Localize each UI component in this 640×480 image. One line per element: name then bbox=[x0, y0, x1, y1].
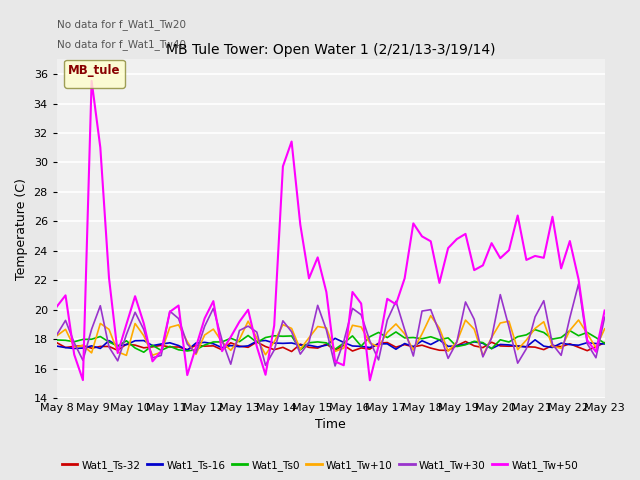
Text: No data for f_Wat1_Tw20: No data for f_Wat1_Tw20 bbox=[57, 19, 186, 30]
Y-axis label: Temperature (C): Temperature (C) bbox=[15, 178, 28, 280]
Text: No data for f_Wat1_Tw40: No data for f_Wat1_Tw40 bbox=[57, 39, 186, 50]
Title: MB Tule Tower: Open Water 1 (2/21/13-3/19/14): MB Tule Tower: Open Water 1 (2/21/13-3/1… bbox=[166, 43, 495, 57]
X-axis label: Time: Time bbox=[316, 419, 346, 432]
Legend: Wat1_Ts-32, Wat1_Ts-16, Wat1_Ts0, Wat1_Tw+10, Wat1_Tw+30, Wat1_Tw+50: Wat1_Ts-32, Wat1_Ts-16, Wat1_Ts0, Wat1_T… bbox=[58, 456, 582, 475]
Legend:  bbox=[64, 60, 125, 88]
